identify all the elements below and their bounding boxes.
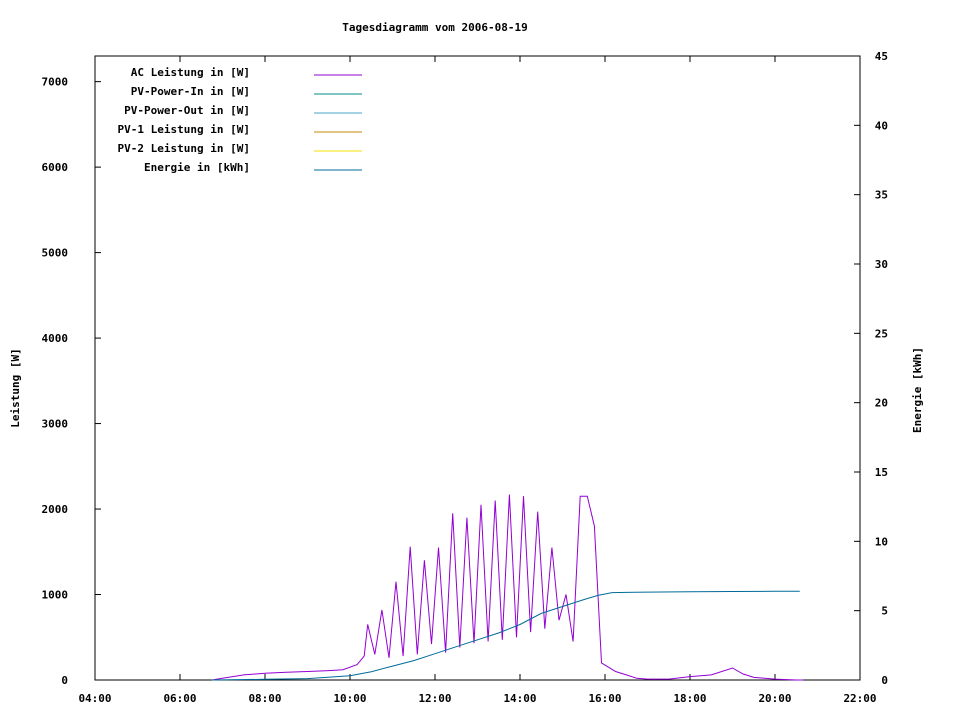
y-tick-label: 7000 bbox=[42, 76, 69, 89]
legend-label: PV-2 Leistung in [W] bbox=[118, 142, 250, 155]
y2-tick-label: 45 bbox=[875, 50, 888, 63]
y2-tick-label: 5 bbox=[881, 605, 888, 618]
x-tick-label: 12:00 bbox=[418, 692, 451, 705]
x-tick-label: 14:00 bbox=[503, 692, 536, 705]
legend-label: PV-1 Leistung in [W] bbox=[118, 123, 250, 136]
y-axis-left: 0 1000 2000 3000 4000 5000 6000 7000 bbox=[42, 76, 101, 687]
y-tick-label: 1000 bbox=[42, 589, 69, 602]
x-tick-label: 18:00 bbox=[673, 692, 706, 705]
x-tick-label: 20:00 bbox=[758, 692, 791, 705]
y2-tick-label: 35 bbox=[875, 189, 888, 202]
y-axis-label: Leistung [W] bbox=[9, 348, 22, 427]
legend-label: PV-Power-Out in [W] bbox=[124, 104, 250, 117]
x-tick-label: 06:00 bbox=[163, 692, 196, 705]
y-tick-label: 4000 bbox=[42, 332, 69, 345]
y2-tick-label: 20 bbox=[875, 397, 888, 410]
y2-tick-label: 30 bbox=[875, 258, 888, 271]
y-tick-label: 5000 bbox=[42, 247, 69, 260]
y2-axis-label: Energie [kWh] bbox=[911, 347, 924, 433]
y2-tick-label: 10 bbox=[875, 535, 888, 548]
series-line-5 bbox=[211, 590, 800, 681]
series-layer bbox=[211, 494, 804, 681]
x-axis: 04:00 06:00 08:00 10:00 12:00 14:00 16:00 18:00… bbox=[78, 56, 877, 705]
y2-tick-label: 25 bbox=[875, 327, 888, 340]
y-tick-label: 2000 bbox=[42, 503, 69, 516]
y-tick-label: 0 bbox=[61, 674, 68, 687]
x-tick-label: 16:00 bbox=[588, 692, 621, 705]
y-axis-right: 0 5 10 15 20 25 30 35 40 45 bbox=[854, 50, 888, 687]
x-tick-label: 22:00 bbox=[843, 692, 876, 705]
series-line-0 bbox=[211, 494, 804, 681]
legend-label: AC Leistung in [W] bbox=[131, 66, 250, 79]
y2-tick-label: 15 bbox=[875, 466, 888, 479]
y2-tick-label: 40 bbox=[875, 119, 888, 132]
y2-tick-label: 0 bbox=[881, 674, 888, 687]
legend: AC Leistung in [W] PV-Power-In in [W] PV-P… bbox=[118, 66, 362, 174]
y-tick-label: 6000 bbox=[42, 161, 69, 174]
legend-label: PV-Power-In in [W] bbox=[131, 85, 250, 98]
x-tick-label: 04:00 bbox=[78, 692, 111, 705]
plot-area bbox=[94, 55, 861, 681]
x-tick-label: 10:00 bbox=[333, 692, 366, 705]
x-tick-label: 08:00 bbox=[248, 692, 281, 705]
chart-title: Tagesdiagramm vom 2006-08-19 bbox=[342, 21, 527, 34]
legend-label: Energie in [kWh] bbox=[144, 161, 250, 174]
y-tick-label: 3000 bbox=[42, 418, 69, 431]
